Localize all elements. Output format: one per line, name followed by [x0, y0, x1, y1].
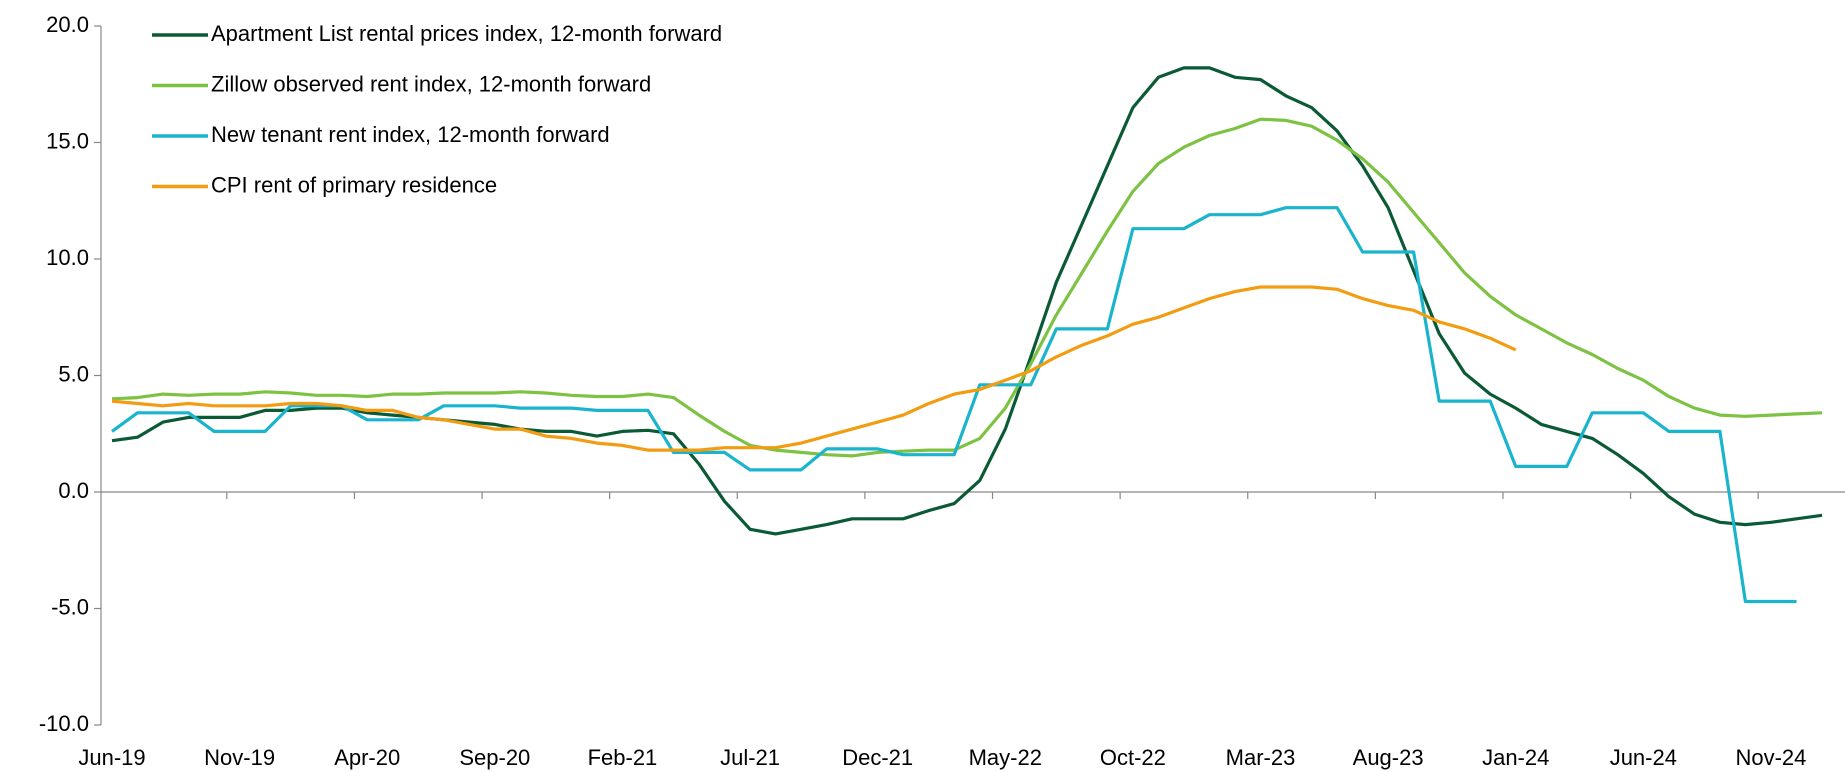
legend-label: New tenant rent index, 12-month forward: [211, 122, 610, 147]
x-tick-label: Apr-20: [334, 745, 400, 770]
y-tick-label: -5.0: [51, 594, 89, 619]
legend-label: Apartment List rental prices index, 12-m…: [211, 21, 722, 46]
y-tick-label: -10.0: [39, 711, 89, 736]
series-line: [111, 206, 1797, 604]
x-tick-label: May-22: [969, 745, 1042, 770]
legend-label: Zillow observed rent index, 12-month for…: [211, 71, 651, 96]
x-tick-label: Jul-21: [720, 745, 780, 770]
legend-label: CPI rent of primary residence: [211, 172, 497, 197]
x-tick-label: Jan-24: [1482, 745, 1549, 770]
series-line: [111, 285, 1517, 452]
x-tick-label: Aug-23: [1353, 745, 1424, 770]
x-tick-label: Feb-21: [588, 745, 658, 770]
x-tick-label: Sep-20: [459, 745, 530, 770]
y-tick-label: 0.0: [58, 478, 89, 503]
y-tick-label: 5.0: [58, 361, 89, 386]
y-tick-label: 10.0: [46, 245, 89, 270]
series-line: [111, 66, 1823, 536]
x-tick-label: Dec-21: [842, 745, 913, 770]
x-tick-label: Jun-19: [78, 745, 145, 770]
series-line: [111, 117, 1823, 458]
x-tick-label: Nov-19: [204, 745, 275, 770]
x-tick-label: Nov-24: [1735, 745, 1806, 770]
x-tick-label: Mar-23: [1226, 745, 1296, 770]
y-tick-label: 15.0: [46, 128, 89, 153]
y-tick-label: 20.0: [46, 12, 89, 37]
x-tick-label: Jun-24: [1610, 745, 1677, 770]
x-tick-label: Oct-22: [1100, 745, 1166, 770]
